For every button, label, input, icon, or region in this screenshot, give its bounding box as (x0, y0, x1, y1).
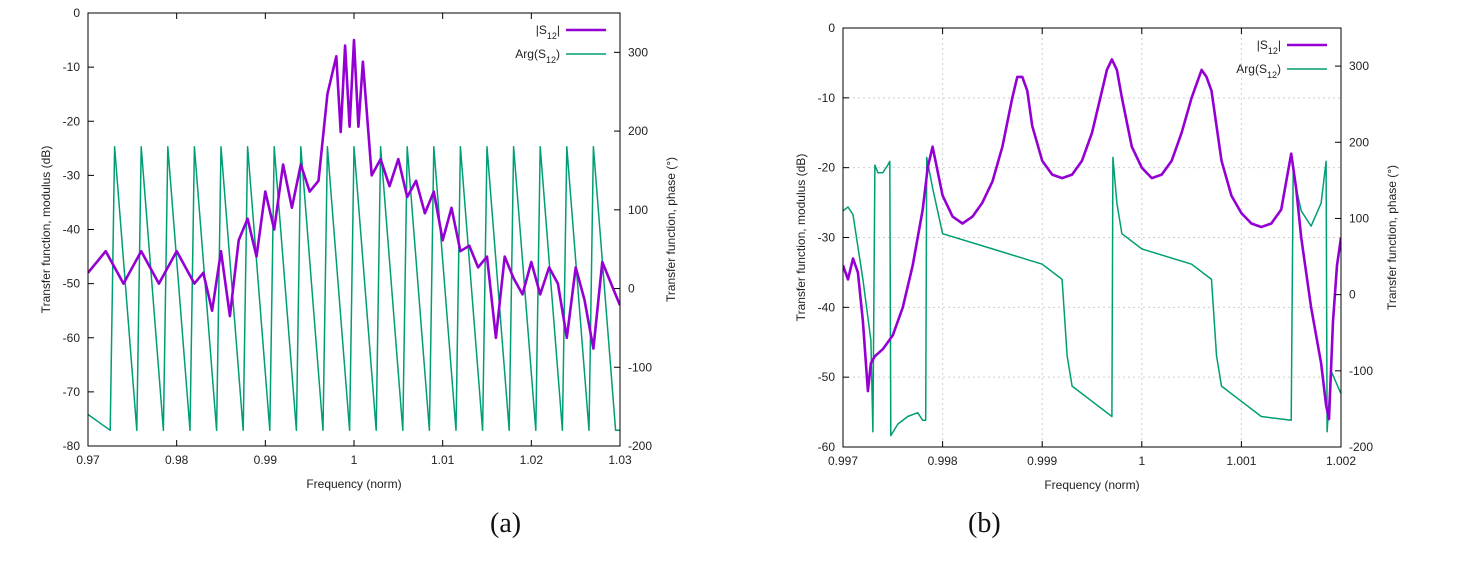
y2-axis-label: Transfer function, phase (°) (1385, 165, 1399, 310)
x-tick-label: 0.997 (828, 454, 858, 468)
y-tick-label: -70 (63, 385, 81, 399)
chart-b: 0.997 0.998 0.999 1 1.001 1.002 0 -10 -20 -30 -40 -… (794, 21, 1399, 492)
y2-axis-label: Transfer function, phase (°) (664, 157, 678, 302)
legend-label-1: Arg(S12) (515, 47, 560, 65)
x-tick-label: 1 (1138, 454, 1145, 468)
x-tick-label: 1.02 (520, 453, 544, 467)
x-axis-label: Frequency (norm) (1044, 478, 1139, 492)
y-tick-label: -30 (63, 168, 81, 182)
y2-tick-label: -200 (628, 439, 652, 453)
x-tick-label: 1.001 (1226, 454, 1256, 468)
x-tick-label: 0.97 (76, 453, 100, 467)
x-tick-label: 1.01 (431, 453, 455, 467)
x-axis-label: Frequency (norm) (306, 477, 401, 491)
y-tick-label: -40 (818, 300, 836, 314)
caption-b: (b) (968, 508, 1001, 539)
y2-tick-label: -100 (628, 360, 652, 374)
y-tick-label: -80 (63, 439, 81, 453)
series-phase-line (88, 146, 620, 432)
y2-tick-label: -100 (1349, 364, 1373, 378)
y-axis-label: Transfer function, modulus (dB) (39, 146, 53, 314)
y2-tick-label: 300 (628, 45, 648, 59)
figure-a: 0.97 0.98 0.99 1 1.01 1.02 1.03 0 -10 -20 -30 -40 -5… (39, 6, 678, 491)
y2-tick-label: 100 (1349, 211, 1369, 225)
chart-a: 0.97 0.98 0.99 1 1.01 1.02 1.03 0 -10 -20 -30 -40 -5… (39, 6, 678, 491)
y2-tick-label: 200 (1349, 135, 1369, 149)
y-tick-label: 0 (828, 21, 835, 35)
series-magnitude-line (88, 38, 620, 350)
legend-label-1: Arg(S12) (1236, 62, 1281, 80)
x-tick-label: 1 (351, 453, 358, 467)
x-tick-label: 0.999 (1027, 454, 1057, 468)
y-tick-label: -60 (818, 440, 836, 454)
legend-label-0: |S12| (536, 23, 560, 41)
series-phase-line (843, 156, 1341, 437)
series-magnitude-line (843, 58, 1341, 421)
y2-tick-label: 100 (628, 203, 648, 217)
y-tick-label: -10 (818, 91, 836, 105)
y-tick-label: -50 (818, 370, 836, 384)
y-tick-label: -10 (63, 60, 81, 74)
x-tick-label: 0.998 (928, 454, 958, 468)
y-tick-label: -30 (818, 231, 836, 245)
y2-tick-label: -200 (1349, 440, 1373, 454)
x-tick-label: 0.98 (165, 453, 189, 467)
y-tick-label: 0 (73, 6, 80, 20)
x-tick-label: 1.002 (1326, 454, 1356, 468)
x-tick-label: 0.99 (254, 453, 278, 467)
y-tick-label: -20 (63, 114, 81, 128)
y2-tick-label: 0 (1349, 288, 1356, 302)
y-axis-label: Transfer function, modulus (dB) (794, 154, 808, 322)
y2-tick-label: 0 (628, 282, 635, 296)
x-tick-label: 1.03 (608, 453, 632, 467)
y-tick-label: -60 (63, 331, 81, 345)
y-tick-label: -50 (63, 277, 81, 291)
figure-b: 0.997 0.998 0.999 1 1.001 1.002 0 -10 -20 -30 -40 -… (735, 0, 1470, 574)
y-tick-label: -20 (818, 161, 836, 175)
y2-tick-label: 200 (628, 124, 648, 138)
y2-tick-label: 300 (1349, 59, 1369, 73)
y-tick-label: -40 (63, 223, 81, 237)
plot-frame (87, 12, 621, 447)
legend-label-0: |S12| (1257, 38, 1281, 56)
caption-a: (a) (490, 508, 522, 539)
